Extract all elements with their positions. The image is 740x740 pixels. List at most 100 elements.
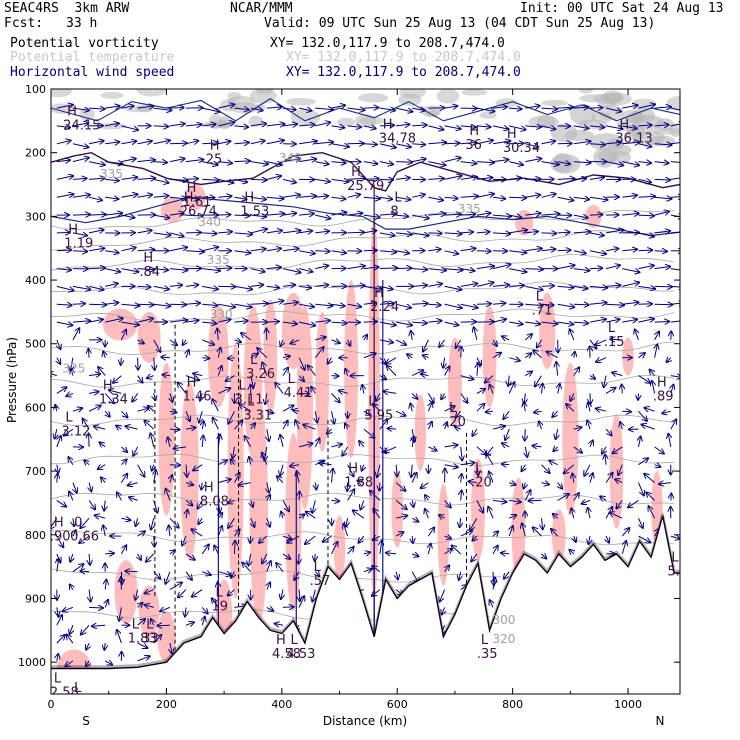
wind-vector bbox=[589, 268, 602, 269]
wind-vector bbox=[83, 419, 90, 430]
wind-vector bbox=[121, 460, 126, 465]
wind-vector bbox=[170, 393, 173, 401]
y-tick-label: 600 bbox=[25, 401, 46, 414]
theta-label: 335 bbox=[207, 253, 230, 267]
wind-vector bbox=[589, 536, 591, 544]
extremum-value: .57 bbox=[310, 574, 331, 589]
wind-vector bbox=[169, 143, 187, 144]
wind-vector bbox=[235, 541, 236, 554]
wind-vector bbox=[639, 517, 643, 528]
wind-vector bbox=[153, 571, 161, 579]
wind-vector bbox=[396, 464, 397, 477]
wind-vector bbox=[72, 321, 90, 322]
wind-vector bbox=[104, 500, 105, 510]
wind-vector bbox=[266, 124, 285, 126]
wind-vector bbox=[250, 197, 266, 199]
y-tick-label: 200 bbox=[25, 147, 46, 160]
wind-vector bbox=[319, 463, 332, 465]
wind-vector bbox=[363, 569, 372, 572]
wind-vector bbox=[202, 247, 218, 252]
wind-vector bbox=[315, 321, 330, 323]
wind-vector bbox=[476, 266, 494, 269]
wind-vector bbox=[55, 428, 57, 439]
wind-vector bbox=[331, 105, 346, 108]
wind-vector bbox=[339, 391, 348, 394]
wind-vector bbox=[670, 231, 680, 234]
wind-vector bbox=[444, 233, 462, 234]
wind-vector bbox=[557, 179, 575, 180]
wind-vector bbox=[249, 553, 251, 566]
extremum-value: .89 bbox=[653, 389, 674, 404]
extremum-value: 4.41 bbox=[284, 386, 313, 401]
wind-vector bbox=[201, 482, 202, 490]
wind-vector bbox=[105, 197, 118, 199]
wind-vector bbox=[315, 411, 317, 422]
terrain-fill bbox=[51, 515, 680, 694]
wind-vector bbox=[525, 106, 539, 108]
extremum-value: 33 bbox=[142, 631, 159, 646]
wind-vector bbox=[423, 355, 429, 358]
wind-vector bbox=[379, 179, 393, 180]
wind-vector bbox=[153, 286, 169, 289]
wind-vector bbox=[298, 596, 304, 608]
wind-vector bbox=[363, 179, 379, 180]
wind-vector bbox=[144, 421, 155, 430]
wind-vector bbox=[303, 425, 316, 430]
wind-vector bbox=[547, 352, 558, 359]
wind-vector bbox=[395, 339, 406, 345]
wind-vector bbox=[472, 428, 477, 436]
wind-vector bbox=[535, 375, 542, 387]
wind-vector bbox=[169, 583, 182, 591]
wind-vector bbox=[551, 529, 559, 537]
wind-vector bbox=[509, 215, 521, 217]
wind-vector bbox=[267, 583, 270, 590]
wind-vector bbox=[460, 142, 477, 143]
wind-vector bbox=[328, 357, 332, 364]
wind-vector bbox=[423, 339, 429, 352]
wind-vector bbox=[89, 589, 91, 602]
wind-vector bbox=[412, 303, 428, 304]
wind-vector bbox=[315, 231, 329, 233]
wind-vector bbox=[185, 622, 194, 625]
wind-vector bbox=[363, 286, 382, 289]
wind-vector bbox=[201, 607, 208, 613]
wind-vector bbox=[524, 482, 526, 489]
wind-vector bbox=[89, 392, 99, 394]
wind-vector bbox=[299, 125, 315, 126]
wind-vector bbox=[557, 304, 575, 307]
wind-vector bbox=[542, 518, 543, 529]
wind-vector bbox=[476, 194, 494, 198]
wind-vector bbox=[411, 464, 412, 477]
wind-vector bbox=[169, 465, 180, 466]
wind-vector bbox=[299, 196, 316, 198]
theta-label: 300 bbox=[492, 613, 515, 627]
wind-vector bbox=[280, 464, 283, 476]
wind-vector bbox=[621, 541, 626, 555]
wind-vector bbox=[71, 369, 73, 376]
upper-level-shading bbox=[100, 91, 124, 99]
extremum-letter: L bbox=[239, 379, 247, 394]
wind-vector bbox=[347, 464, 354, 477]
wind-vector bbox=[239, 483, 251, 485]
wind-vector bbox=[605, 455, 606, 465]
wind-vector bbox=[541, 249, 556, 251]
wind-vector bbox=[525, 213, 540, 215]
y-tick-label: 100 bbox=[25, 83, 46, 96]
wind-vector bbox=[72, 158, 89, 163]
wind-vector bbox=[622, 302, 638, 304]
wind-vector bbox=[170, 475, 172, 483]
wind-vector bbox=[638, 410, 648, 421]
wind-vector bbox=[395, 304, 411, 308]
wind-vector bbox=[642, 425, 655, 430]
wind-vector bbox=[589, 303, 607, 305]
wind-vector bbox=[605, 108, 621, 111]
wind-vector bbox=[573, 286, 588, 288]
wind-vector bbox=[444, 406, 455, 412]
wind-vector bbox=[525, 446, 527, 457]
wind-vector bbox=[185, 179, 198, 180]
wind-vector bbox=[638, 375, 651, 383]
wind-vector bbox=[655, 332, 660, 341]
wind-vector bbox=[331, 322, 347, 323]
pv-fill-region bbox=[315, 311, 330, 452]
wind-vector bbox=[56, 250, 71, 251]
